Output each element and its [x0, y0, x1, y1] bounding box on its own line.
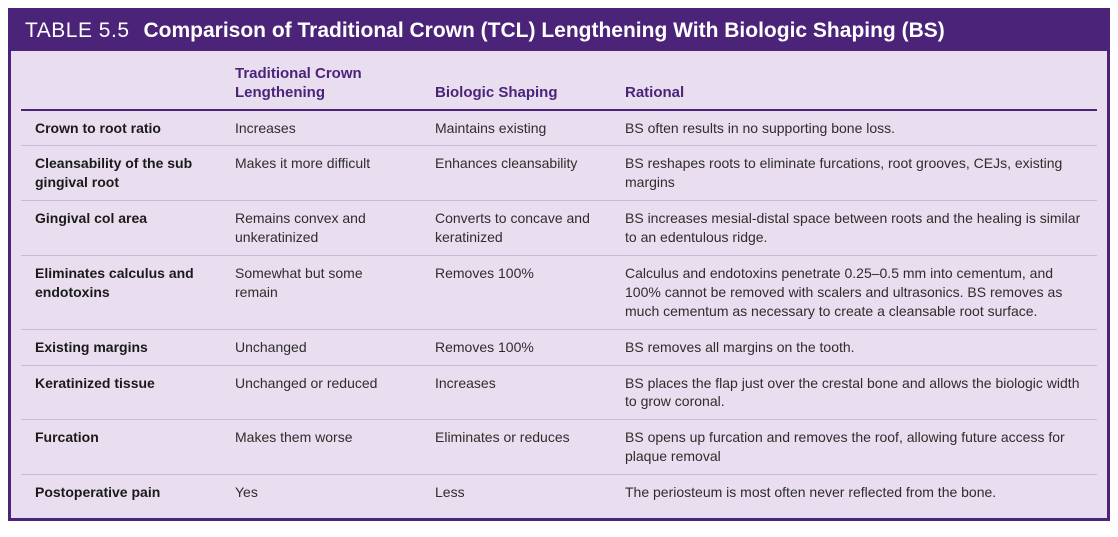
table-number: TABLE 5.5	[25, 19, 130, 42]
cell-tcl: Unchanged or reduced	[221, 365, 421, 420]
cell-bs: Maintains existing	[421, 110, 611, 146]
cell-tcl: Somewhat but some remain	[221, 255, 421, 329]
table-body: Crown to root ratio Increases Maintains …	[21, 110, 1097, 510]
row-label: Eliminates calculus and endotoxins	[21, 255, 221, 329]
cell-tcl: Yes	[221, 475, 421, 510]
table-row: Cleansability of the sub gingival root M…	[21, 146, 1097, 201]
table-row: Furcation Makes them worse Eliminates or…	[21, 420, 1097, 475]
row-label: Keratinized tissue	[21, 365, 221, 420]
row-label: Cleansability of the sub gingival root	[21, 146, 221, 201]
cell-tcl: Makes them worse	[221, 420, 421, 475]
table-row: Keratinized tissue Unchanged or reduced …	[21, 365, 1097, 420]
cell-tcl: Increases	[221, 110, 421, 146]
row-label: Furcation	[21, 420, 221, 475]
cell-rational: The periosteum is most often never refle…	[611, 475, 1097, 510]
cell-bs: Converts to concave and keratinized	[421, 201, 611, 256]
table-title-bar: TABLE 5.5 Comparison of Traditional Crown…	[11, 11, 1107, 51]
cell-rational: Calculus and endotoxins penetrate 0.25–0…	[611, 255, 1097, 329]
cell-bs: Removes 100%	[421, 255, 611, 329]
cell-rational: BS reshapes roots to eliminate furcation…	[611, 146, 1097, 201]
table-row: Crown to root ratio Increases Maintains …	[21, 110, 1097, 146]
table-row: Eliminates calculus and endotoxins Somew…	[21, 255, 1097, 329]
row-label: Postoperative pain	[21, 475, 221, 510]
row-label: Existing margins	[21, 329, 221, 365]
cell-tcl: Remains convex and unkeratinized	[221, 201, 421, 256]
col-header-tcl: Traditional Crown Lengthening	[221, 51, 421, 110]
cell-bs: Removes 100%	[421, 329, 611, 365]
cell-tcl: Makes it more difficult	[221, 146, 421, 201]
data-table: Traditional Crown Lengthening Biologic S…	[21, 51, 1097, 510]
cell-rational: BS increases mesial-distal space between…	[611, 201, 1097, 256]
cell-rational: BS often results in no supporting bone l…	[611, 110, 1097, 146]
comparison-table: TABLE 5.5 Comparison of Traditional Crown…	[8, 8, 1110, 521]
cell-bs: Enhances cleansability	[421, 146, 611, 201]
cell-rational: BS places the flap just over the crestal…	[611, 365, 1097, 420]
table-title: Comparison of Traditional Crown (TCL) Le…	[144, 19, 945, 42]
col-header-blank	[21, 51, 221, 110]
cell-bs: Less	[421, 475, 611, 510]
cell-rational: BS removes all margins on the tooth.	[611, 329, 1097, 365]
cell-rational: BS opens up furcation and removes the ro…	[611, 420, 1097, 475]
cell-bs: Increases	[421, 365, 611, 420]
table-row: Postoperative pain Yes Less The perioste…	[21, 475, 1097, 510]
col-header-rational: Rational	[611, 51, 1097, 110]
cell-bs: Eliminates or reduces	[421, 420, 611, 475]
row-label: Crown to root ratio	[21, 110, 221, 146]
row-label: Gingival col area	[21, 201, 221, 256]
cell-tcl: Unchanged	[221, 329, 421, 365]
header-row: Traditional Crown Lengthening Biologic S…	[21, 51, 1097, 110]
table-row: Gingival col area Remains convex and unk…	[21, 201, 1097, 256]
table-row: Existing margins Unchanged Removes 100% …	[21, 329, 1097, 365]
col-header-bs: Biologic Shaping	[421, 51, 611, 110]
